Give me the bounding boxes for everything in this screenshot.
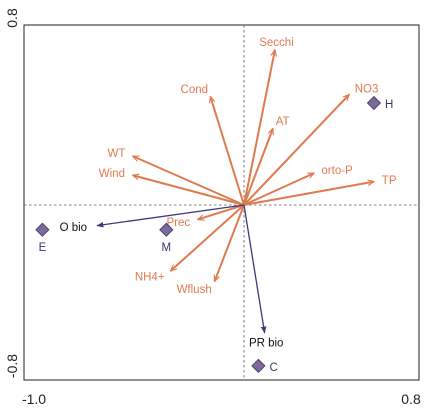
x-tick-max: 0.8 xyxy=(401,391,421,407)
env-label-at: AT xyxy=(276,116,290,128)
env-label-no3: NO3 xyxy=(355,84,379,96)
site-points: H E M C xyxy=(35,95,393,374)
site-label-e: E xyxy=(39,242,47,254)
bio-label-o-bio: O bio xyxy=(60,222,88,234)
env-label-secchi: Secchi xyxy=(259,37,294,49)
env-vector-secchi xyxy=(243,50,275,206)
env-vector-cond xyxy=(210,97,245,206)
env-vector-no3 xyxy=(243,95,349,206)
bio-vector-pr-bio xyxy=(243,204,267,334)
env-vector-wind xyxy=(133,175,245,206)
bio-label-pr-bio: PR bio xyxy=(249,338,284,350)
env-vector-orto-p xyxy=(243,172,314,206)
site-label-h: H xyxy=(385,99,393,111)
x-tick-min: -1.0 xyxy=(22,391,46,407)
env-vector-prec xyxy=(198,204,245,219)
environmental-vectors: Secchi Cond NO3 AT WT Wind orto-P TP Prec NH4+ Wfl… xyxy=(99,37,397,296)
site-marker-e xyxy=(35,222,50,237)
plot-frame xyxy=(23,24,420,381)
env-vector-wflush xyxy=(213,204,245,281)
site-marker-m xyxy=(159,222,174,237)
env-label-cond: Cond xyxy=(181,84,209,96)
y-tick-min: -0.8 xyxy=(4,354,20,378)
y-tick-max: 0.8 xyxy=(4,8,20,28)
env-label-nh4: NH4+ xyxy=(135,271,165,283)
env-label-wflush: Wflush xyxy=(177,284,212,296)
site-marker-c xyxy=(251,358,266,374)
env-vector-wt xyxy=(133,155,245,206)
env-label-orto-p: orto-P xyxy=(321,165,353,177)
env-vector-at xyxy=(243,129,273,206)
env-vector-nh4 xyxy=(171,204,245,271)
env-label-tp: TP xyxy=(382,175,397,187)
env-label-wind: Wind xyxy=(99,168,125,180)
site-marker-h xyxy=(366,95,382,111)
biological-vectors: O bio PR bio xyxy=(60,204,284,350)
env-vector-tp xyxy=(243,182,374,206)
site-label-c: C xyxy=(269,362,277,374)
site-label-m: M xyxy=(162,242,172,254)
bio-vector-o-bio xyxy=(96,204,245,228)
env-label-wt: WT xyxy=(107,148,125,160)
env-label-prec: Prec xyxy=(167,217,191,229)
